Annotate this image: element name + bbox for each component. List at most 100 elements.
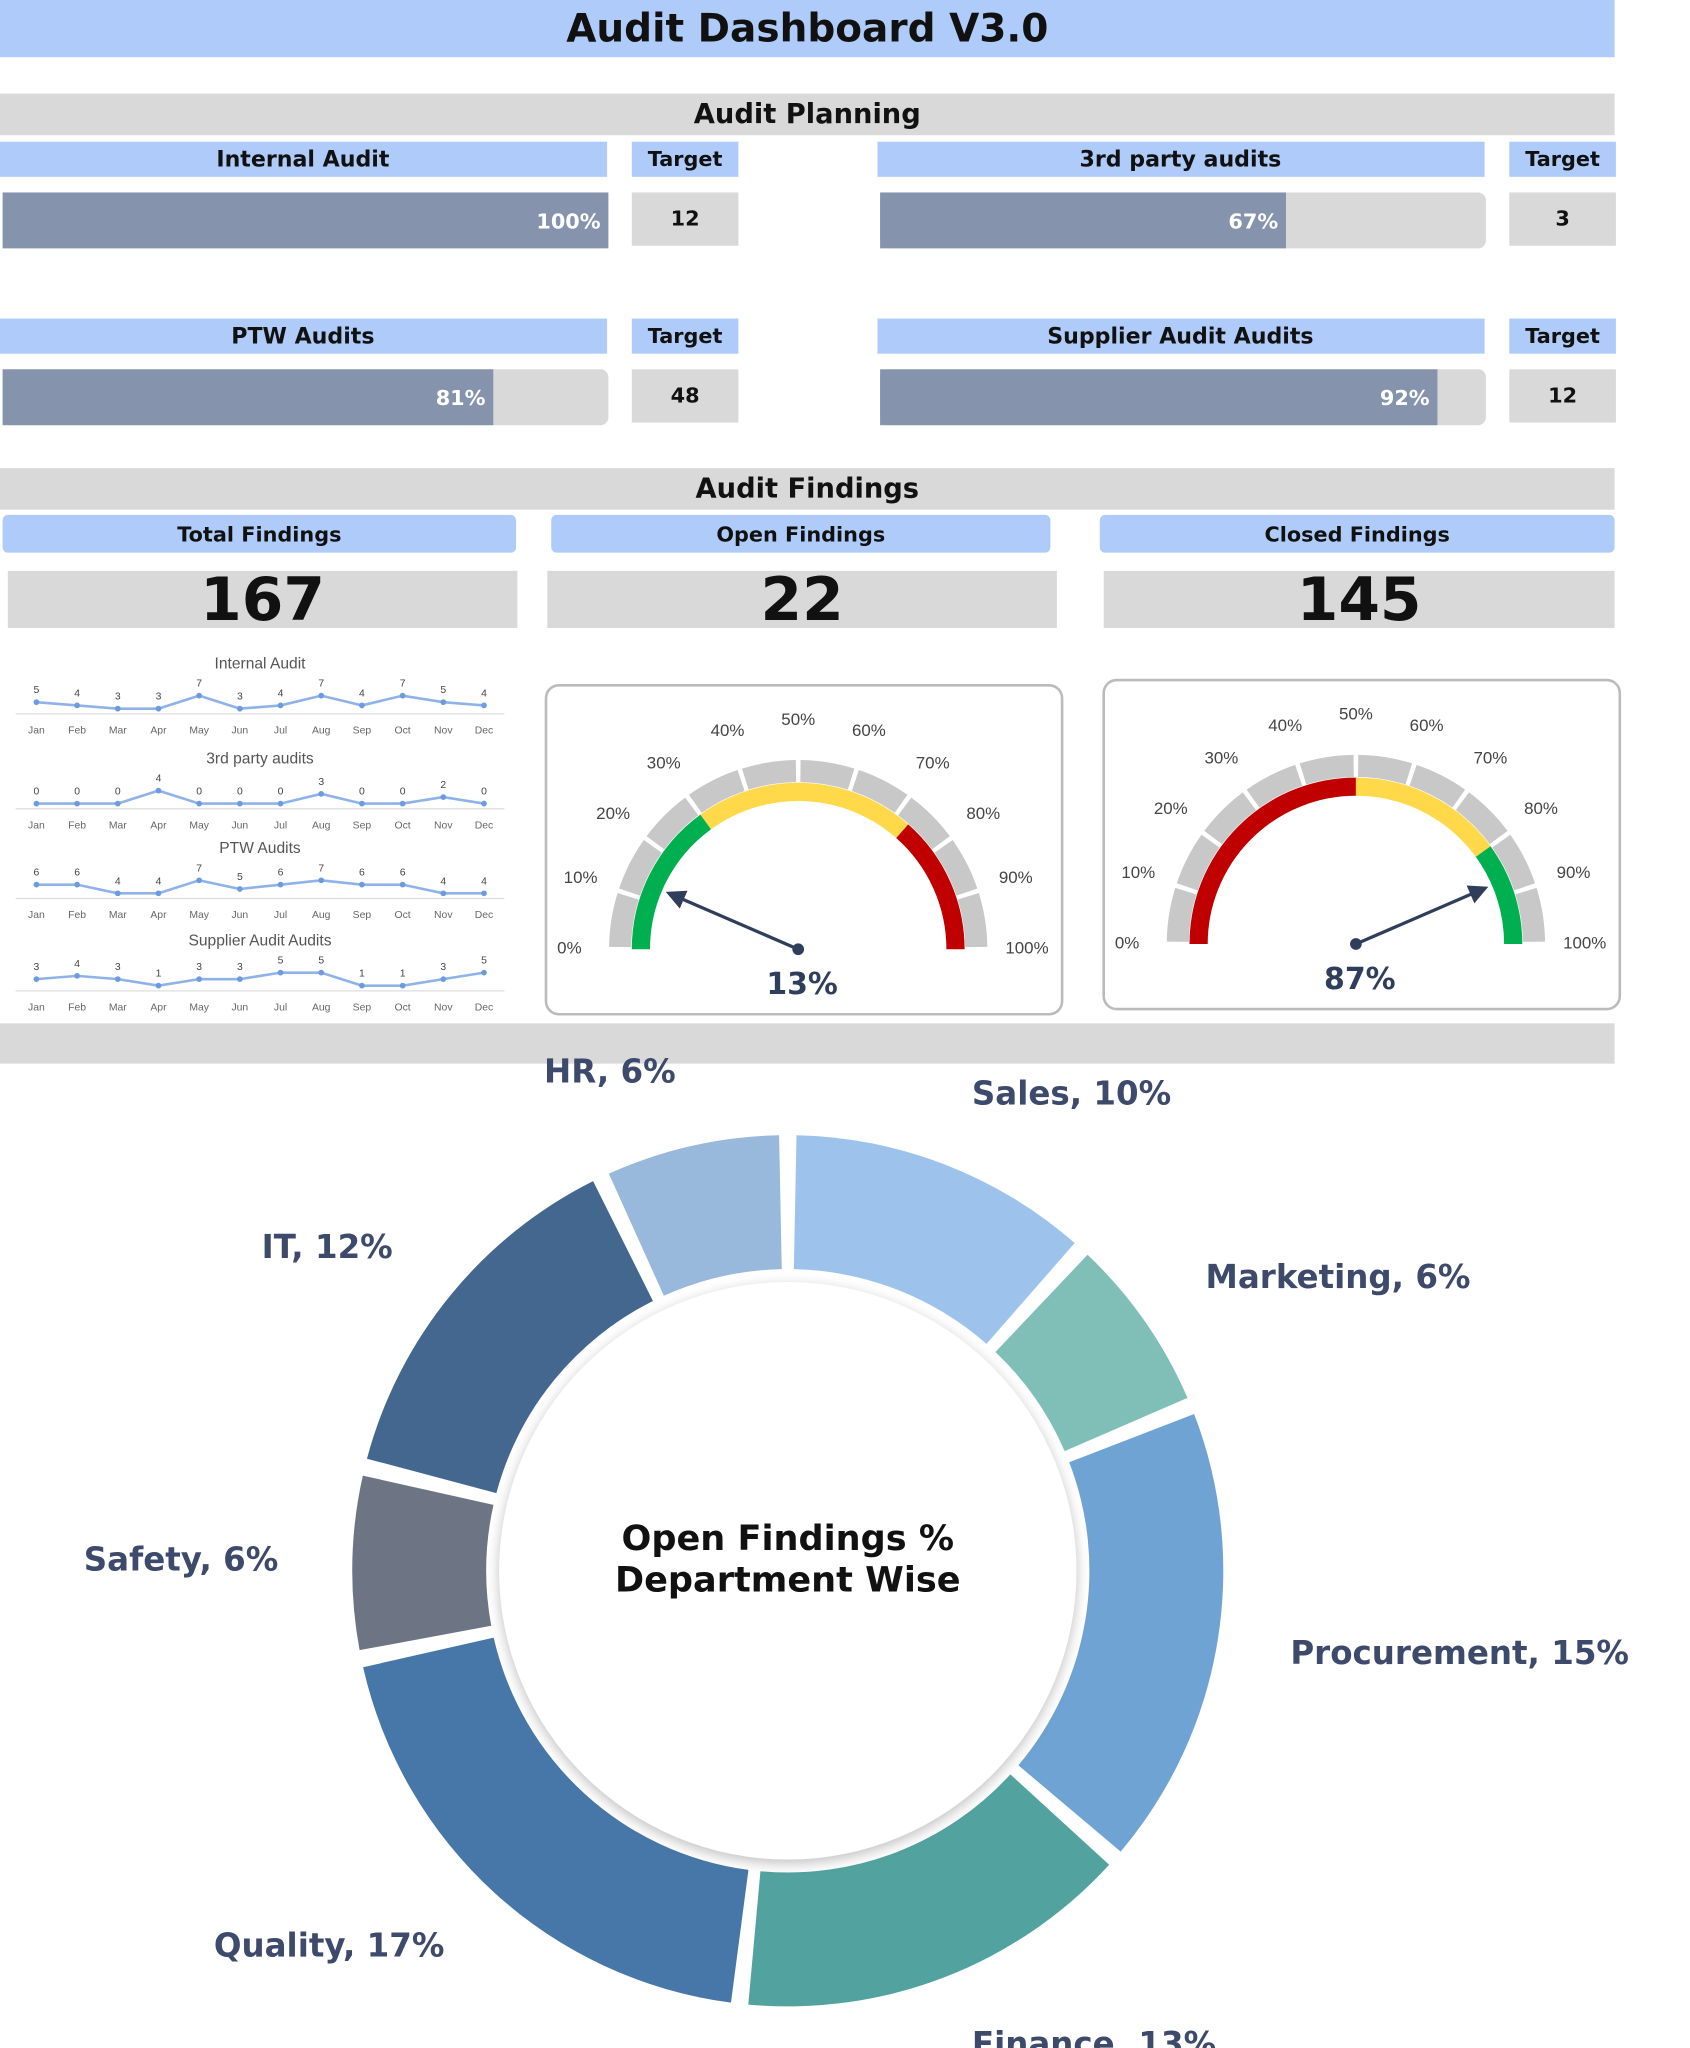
kpi-header	[1099, 514, 1615, 553]
progress-label: 92%	[1380, 386, 1430, 410]
donut-label: Procurement, 15%	[1290, 1634, 1629, 1672]
section-title: Audit Findings	[696, 474, 920, 505]
sparkline-point	[318, 877, 325, 884]
gauge-tick-label: 60%	[1410, 716, 1444, 735]
sparkline-point	[155, 705, 162, 712]
donut-label: Quality, 17%	[214, 1926, 445, 1964]
gauge-value: 87%	[1324, 962, 1396, 997]
sparkline-point	[359, 982, 365, 989]
gauge-tick-label: 90%	[1557, 863, 1591, 882]
data-label: 4	[156, 774, 162, 785]
month-label: Apr	[150, 910, 167, 921]
donut-segment	[352, 1475, 494, 1651]
donut-label: Marketing, 6%	[1206, 1258, 1471, 1296]
progress-label: 100%	[536, 209, 600, 233]
gauge-tick-segment	[619, 839, 662, 896]
gauge-tick-segment	[851, 770, 908, 813]
data-label: 7	[196, 863, 202, 874]
month-label: Nov	[434, 910, 453, 921]
data-label: 6	[359, 868, 365, 879]
month-label: May	[189, 910, 209, 921]
data-label: 3	[196, 962, 202, 973]
month-label: Oct	[395, 1002, 411, 1013]
sparkline-point	[359, 800, 365, 807]
sparkline-title: Supplier Audit Audits	[188, 933, 331, 950]
data-label: 0	[400, 787, 406, 798]
sparkline-point	[114, 976, 121, 982]
gauge-band	[1189, 777, 1356, 945]
donut-label: Sales, 10%	[972, 1074, 1171, 1112]
progress-bar	[2, 369, 494, 426]
kpi-name: Open Findings	[716, 523, 885, 547]
donut-label: HR, 6%	[544, 1053, 676, 1091]
sparkline-point	[196, 692, 203, 699]
month-label: Feb	[68, 726, 86, 737]
kpi-name: Closed Findings	[1264, 523, 1450, 547]
gauge-needle	[1355, 885, 1489, 946]
data-label: 3	[115, 962, 121, 973]
target-value: 48	[671, 384, 700, 408]
sparkline-point	[318, 790, 325, 797]
month-label: Jun	[231, 726, 248, 737]
gauge-hub	[1350, 938, 1362, 950]
data-label: 6	[278, 868, 284, 879]
target-value: 3	[1555, 207, 1569, 231]
data-label: 0	[481, 787, 487, 798]
gauge-tick-label: 20%	[596, 804, 630, 823]
gauge-band	[1355, 777, 1491, 858]
month-label: Nov	[434, 1002, 453, 1013]
dashboard-title: Audit Dashboard V3.0	[566, 7, 1048, 52]
sparkline-title: Internal Audit	[214, 656, 306, 673]
target-header	[1509, 141, 1616, 177]
audit-name: 3rd party audits	[1080, 146, 1282, 172]
month-label: Nov	[434, 820, 453, 831]
sparkline-point	[33, 699, 40, 706]
gauge-tick-label: 30%	[1205, 748, 1239, 767]
data-label: 0	[74, 787, 80, 798]
donut-segment	[995, 1254, 1188, 1452]
month-label: Jan	[28, 1002, 45, 1013]
month-label: Oct	[395, 726, 411, 737]
progress-label: 67%	[1228, 209, 1278, 233]
month-label: Dec	[475, 726, 493, 737]
data-label: 5	[318, 956, 324, 967]
gauge-tick-label: 100%	[1563, 933, 1606, 952]
audit-name: Supplier Audit Audits	[1047, 323, 1313, 349]
sparkline-point	[277, 800, 284, 807]
sparkline-point	[114, 800, 121, 807]
sparkline-title: PTW Audits	[219, 840, 301, 857]
data-label: 4	[74, 688, 80, 699]
data-label: 4	[156, 876, 162, 887]
data-label: 1	[156, 969, 162, 980]
gauge-tick-segment	[1357, 754, 1413, 785]
data-label: 4	[481, 876, 487, 887]
donut-label: IT, 12%	[262, 1228, 393, 1266]
progress-bar	[880, 192, 1286, 249]
target-header	[631, 318, 739, 354]
month-label: May	[189, 1002, 209, 1013]
kpi-box	[7, 570, 518, 629]
gauge-tick-label: 70%	[916, 754, 950, 773]
data-label: 0	[196, 787, 202, 798]
sparkline-point	[236, 800, 243, 807]
month-label: Oct	[395, 820, 411, 831]
audit-header	[0, 318, 608, 354]
month-label: May	[189, 820, 209, 831]
gauge-tick-label: 0%	[557, 939, 581, 958]
sparkline-point	[399, 881, 406, 888]
sparkline-point	[440, 699, 447, 706]
data-label: 1	[400, 969, 406, 980]
sparkline-point	[359, 881, 365, 888]
sparkline-point	[155, 890, 162, 897]
gauge-hub	[792, 943, 805, 956]
sparkline-point	[114, 890, 121, 897]
sparkline-point	[277, 881, 284, 888]
data-label: 6	[74, 868, 80, 879]
gauge-box	[1102, 678, 1622, 1011]
target-box	[1509, 369, 1616, 423]
month-label: Jan	[28, 910, 45, 921]
sparkline-point	[440, 976, 447, 982]
month-label: Jan	[28, 820, 45, 831]
